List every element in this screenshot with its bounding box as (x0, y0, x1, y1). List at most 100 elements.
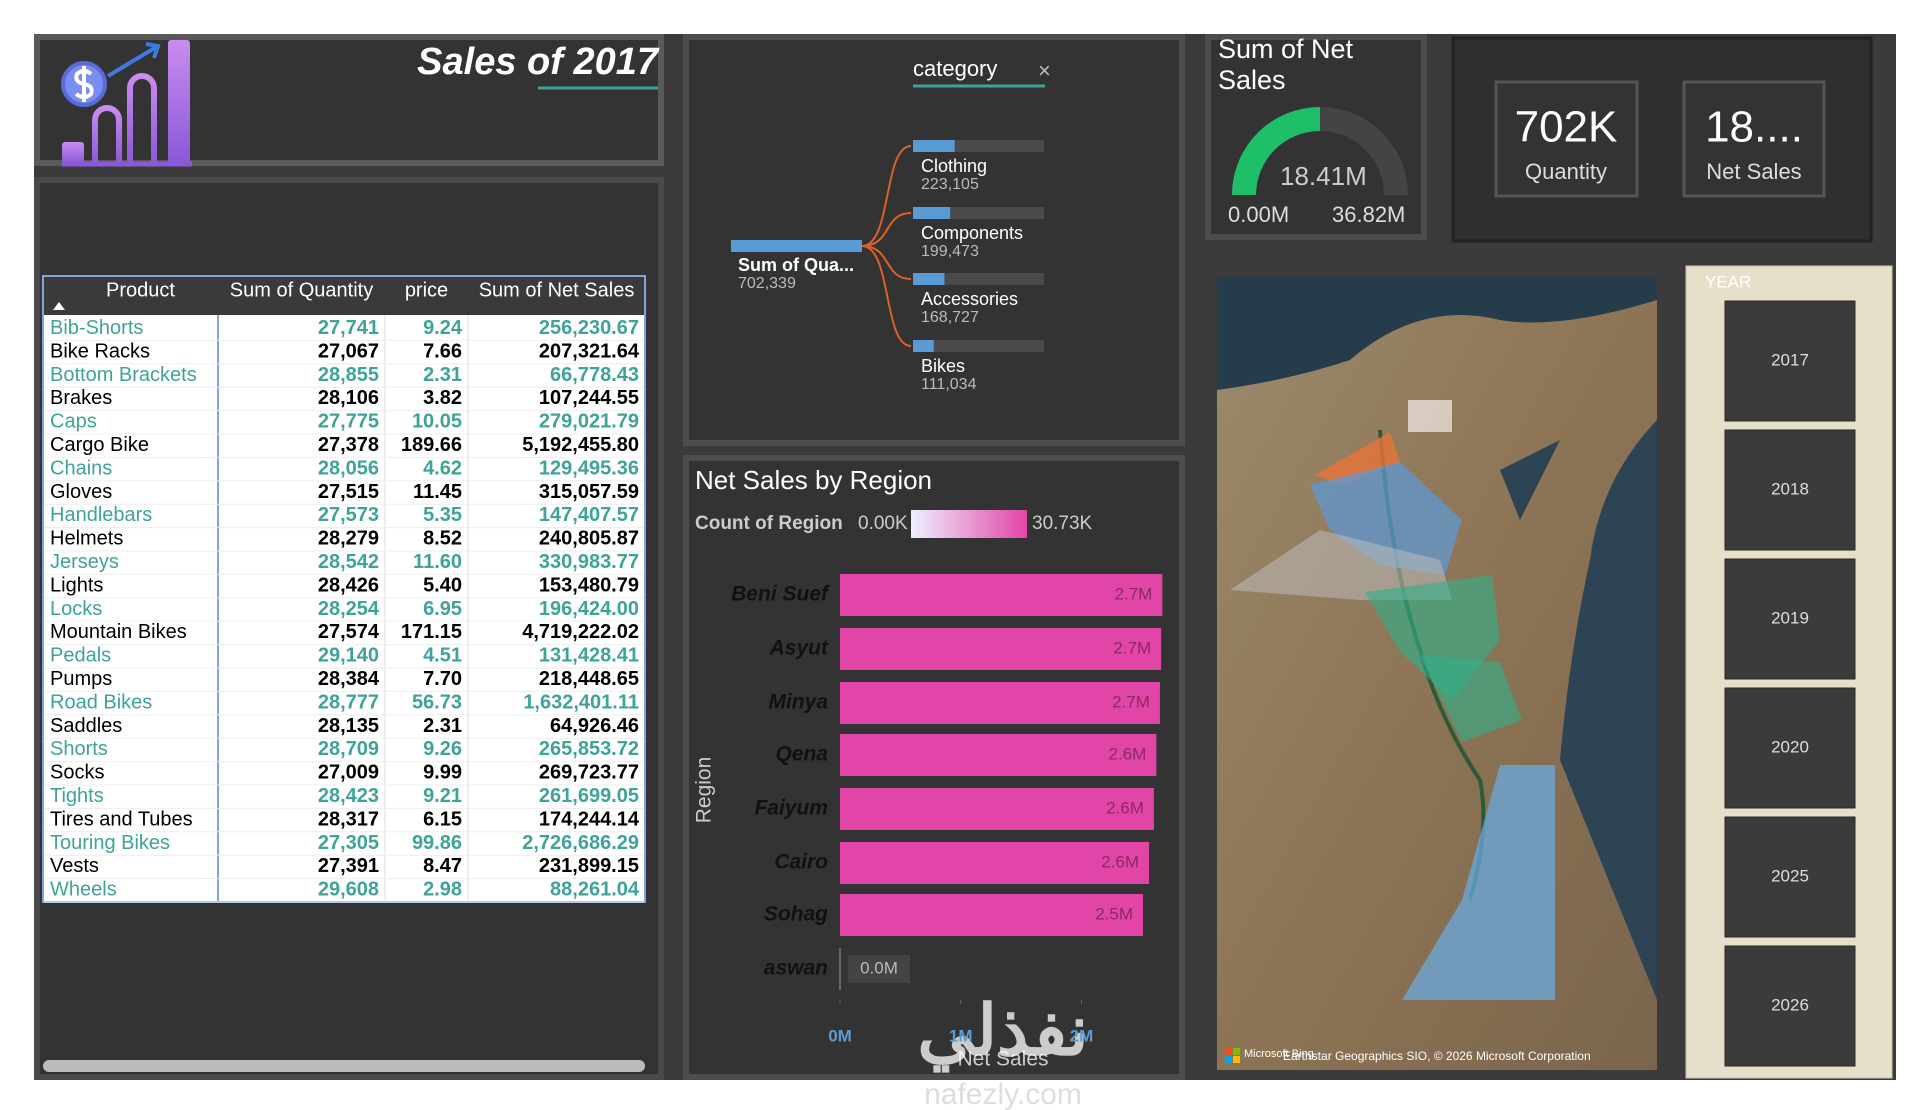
table-cell: Vests (50, 855, 99, 877)
year-button[interactable] (1724, 687, 1856, 809)
year-button[interactable] (1724, 429, 1856, 551)
table-cell: 28,426 (318, 574, 379, 596)
gauge-panel (1205, 34, 1427, 240)
year-button[interactable] (1724, 816, 1856, 938)
table-cell: 4,719,222.02 (522, 621, 639, 643)
table-cell: 27,067 (318, 340, 379, 362)
card (1494, 80, 1639, 198)
year-button-label[interactable]: 2025 (1771, 866, 1809, 885)
bar (840, 682, 1160, 724)
table-cell: Tights (50, 785, 104, 807)
map-attribution[interactable]: Earthstar Geographics SIO, © 2026 Micros… (1283, 1049, 1591, 1063)
map (1217, 277, 1657, 1070)
table-cell: 5,192,455.80 (522, 434, 639, 456)
table-cell: 28,855 (318, 364, 379, 386)
table-cell: 207,321.64 (539, 340, 640, 362)
table-cell: 330,983.77 (539, 551, 639, 573)
map-logo: Microsoft Bing (1244, 1048, 1314, 1060)
tree-link (861, 145, 912, 247)
table-cell: 2.31 (423, 715, 462, 737)
tree-root-value: 702,339 (738, 275, 796, 292)
table-cell: Lights (50, 574, 103, 596)
year-button[interactable] (1724, 558, 1856, 680)
y-tick-label: Sohag (764, 903, 828, 926)
table-cell: 27,391 (318, 855, 379, 877)
tree-bar (913, 140, 955, 152)
tree-link (861, 212, 912, 247)
year-button[interactable] (1724, 300, 1856, 422)
table-cell: Bike Racks (50, 340, 150, 362)
table-cell: 28,056 (318, 457, 379, 479)
year-button[interactable] (1724, 945, 1856, 1067)
table (42, 275, 646, 903)
tree-bar (913, 273, 945, 285)
legend-max: 30.73K (1032, 513, 1093, 534)
bar (840, 628, 1162, 670)
y-tick-label: Faiyum (754, 797, 828, 820)
slicer-close[interactable]: × (1038, 58, 1051, 83)
table-cell: 256,230.67 (539, 317, 639, 339)
y-tick-label: Minya (768, 691, 828, 714)
bar-value-label: 2.7M (1112, 692, 1150, 711)
table-cell: 5.35 (423, 504, 462, 526)
x-tick-label: 1M (949, 1026, 973, 1045)
bar (840, 734, 1157, 776)
tree-track (913, 340, 1044, 352)
table-cell: 29,608 (318, 879, 379, 901)
bar (840, 574, 1163, 616)
gauge-value: 18.41M (1280, 161, 1367, 191)
bar-value-label: 2.7M (1113, 638, 1151, 657)
scrollbar[interactable] (43, 1060, 645, 1072)
card-label: Quantity (1525, 159, 1607, 184)
table-cell: 66,778.43 (550, 364, 639, 386)
table-cell: 265,853.72 (539, 738, 639, 760)
table-cell: 8.47 (423, 855, 462, 877)
x-tick-label: 2M (1070, 1026, 1094, 1045)
y-tick-label: Asyut (769, 637, 829, 660)
table-cell: 27,741 (318, 317, 379, 339)
slicer-label: category (913, 56, 997, 81)
column-header[interactable]: Product (106, 279, 175, 301)
x-axis-title: Net Sales (957, 1048, 1048, 1071)
card (1682, 80, 1826, 198)
table-cell: Road Bikes (50, 691, 152, 713)
table-cell: 11.45 (413, 481, 462, 503)
year-button-label[interactable]: 2019 (1771, 608, 1809, 627)
table-cell: Locks (50, 598, 102, 620)
table-cell: 5.40 (423, 574, 462, 596)
table-cell: Wheels (50, 879, 117, 901)
table-cell: Bib-Shorts (50, 317, 143, 339)
table-cell: 261,699.05 (539, 785, 639, 807)
tree-label: Bikes (921, 356, 965, 376)
table-cell: Caps (50, 411, 97, 433)
table-cell: 29,140 (318, 645, 379, 667)
table-cell: 56.73 (412, 691, 462, 713)
table-cell: Mountain Bikes (50, 621, 187, 643)
table-cell: 7.70 (423, 668, 462, 690)
year-button-label[interactable]: 2017 (1771, 350, 1809, 369)
table-cell: 28,106 (318, 387, 379, 409)
table-cell: 28,709 (318, 738, 379, 760)
table-cell: 27,573 (318, 504, 379, 526)
column-header[interactable]: price (405, 279, 448, 301)
table-cell: 27,574 (318, 621, 380, 643)
table-cell: 3.82 (423, 387, 462, 409)
year-button-label[interactable]: 2020 (1771, 737, 1809, 756)
y-tick-label: Qena (775, 743, 828, 766)
year-button-label[interactable]: 2026 (1771, 995, 1809, 1014)
sort-arrow[interactable] (53, 302, 65, 310)
table-cell: 28,317 (318, 808, 379, 830)
table-cell: 27,305 (318, 832, 379, 854)
column-header[interactable]: Sum of Net Sales (479, 279, 635, 301)
table-cell: 315,057.59 (539, 481, 639, 503)
year-button-label[interactable]: 2018 (1771, 479, 1809, 498)
table-cell: Helmets (50, 528, 123, 550)
table-cell: Gloves (50, 481, 112, 503)
table-cell: Pedals (50, 645, 111, 667)
table-cell: 1,632,401.11 (523, 691, 639, 713)
column-header[interactable]: Sum of Quantity (230, 279, 373, 301)
table-cell: 27,009 (318, 762, 379, 784)
table-cell: Bottom Brackets (50, 364, 197, 386)
watermark: نفذلي (917, 991, 1088, 1073)
